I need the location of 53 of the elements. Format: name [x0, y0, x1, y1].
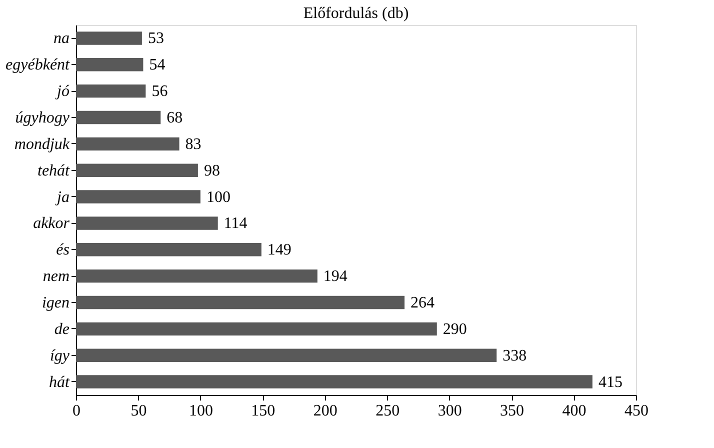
data-label: 114 — [224, 215, 248, 232]
bar — [76, 322, 437, 336]
data-label: 68 — [166, 110, 183, 126]
y-tick-label: na — [54, 30, 70, 48]
data-label: 98 — [204, 162, 220, 180]
y-tick-label: ja — [55, 188, 70, 206]
y-tick-label: jó — [55, 83, 70, 100]
bar — [76, 58, 144, 72]
data-label: 290 — [442, 320, 467, 338]
x-tick-label: 50 — [130, 402, 147, 420]
x-tick-label: 400 — [562, 402, 586, 420]
bar — [76, 243, 262, 256]
y-tick-label: és — [56, 242, 70, 259]
chart-title: Előfordulás (db) — [303, 5, 409, 22]
bar — [76, 269, 318, 283]
data-label: 54 — [149, 56, 166, 74]
bar — [76, 110, 161, 124]
bar — [76, 137, 180, 151]
x-tick-label: 150 — [251, 402, 276, 420]
bar — [76, 32, 142, 45]
y-tick-label: de — [54, 320, 70, 338]
x-tick-label: 300 — [438, 402, 462, 420]
data-label: 83 — [185, 136, 202, 153]
y-tick-label: egyébként — [6, 56, 70, 74]
x-tick-label: 450 — [624, 402, 648, 420]
y-tick-label: tehát — [38, 162, 70, 180]
bar — [76, 84, 146, 98]
y-tick-label: úgyhogy — [15, 110, 70, 126]
y-tick-label: nem — [42, 268, 70, 286]
y-tick-label: így — [50, 347, 70, 364]
bar — [76, 375, 592, 388]
bar — [76, 216, 218, 230]
data-label: 56 — [152, 83, 168, 100]
y-tick-label: igen — [42, 294, 70, 312]
data-label: 415 — [598, 374, 622, 391]
bar — [76, 190, 200, 204]
y-tick-label: hát — [49, 374, 70, 391]
y-tick-label: akkor — [33, 215, 70, 232]
x-tick-label: 350 — [500, 402, 524, 420]
data-label: 53 — [148, 30, 164, 48]
bar — [76, 164, 198, 177]
data-label: 338 — [502, 347, 527, 364]
bar — [76, 296, 405, 310]
data-label: 264 — [410, 294, 435, 312]
bar — [76, 348, 497, 362]
x-tick-label: 250 — [376, 402, 400, 420]
x-tick-label: 100 — [188, 402, 213, 420]
data-label: 194 — [323, 268, 348, 286]
data-label: 149 — [267, 242, 292, 259]
y-tick-label: mondjuk — [14, 136, 70, 153]
data-label: 100 — [206, 188, 230, 206]
x-tick-label: 200 — [313, 402, 338, 420]
x-tick-label: 0 — [72, 402, 80, 420]
